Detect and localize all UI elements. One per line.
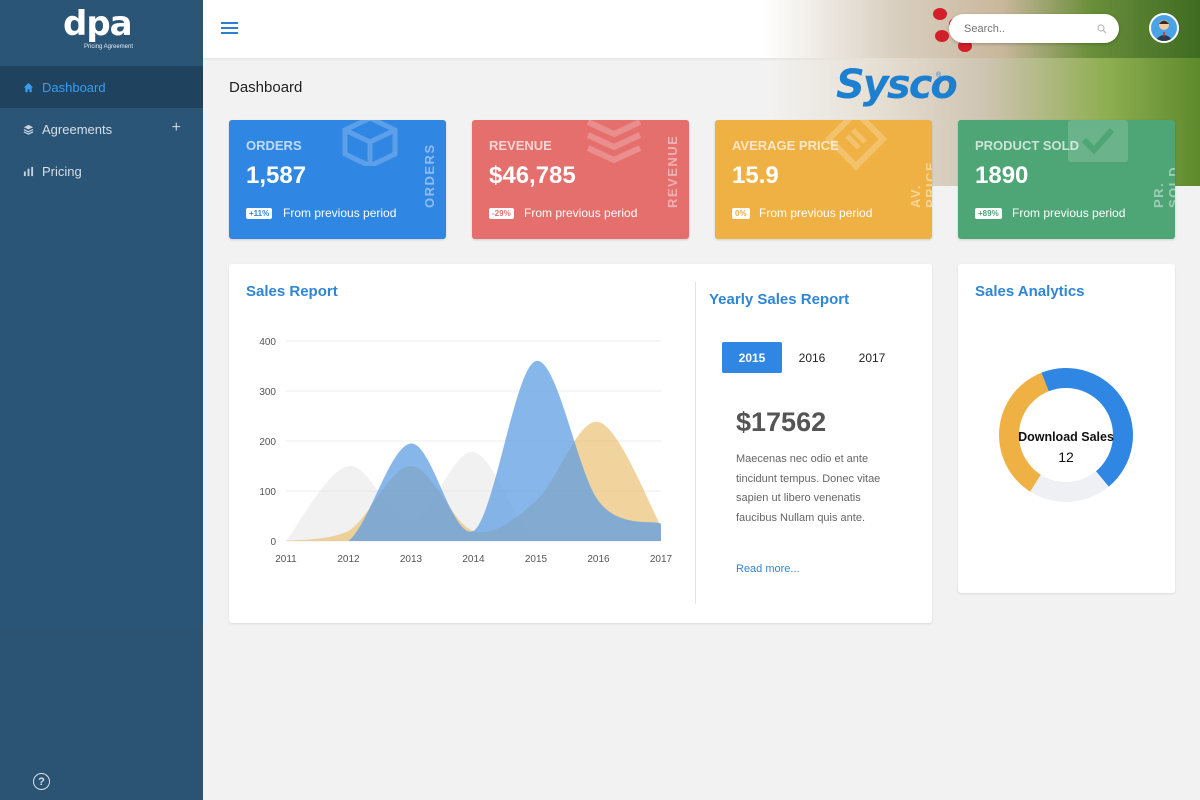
donut-segment-2[interactable]	[1030, 471, 1109, 502]
card-title: ORDERS	[246, 138, 302, 153]
y-tick-label: 400	[259, 337, 276, 348]
page-title: Dashboard	[229, 79, 303, 96]
change-badge: +11%	[246, 208, 273, 219]
product-sold-card[interactable]: PRODUCT SOLD 1890 +89% From previous per…	[958, 120, 1175, 239]
bar-chart-icon	[22, 165, 34, 177]
download-sales-donut	[999, 368, 1133, 502]
card-value: 1,587	[246, 162, 307, 189]
x-tick-label: 2016	[587, 554, 610, 565]
sidebar-nav: Dashboard Agreements + Pricing	[0, 66, 203, 192]
sales-report-title: Sales Report	[246, 283, 338, 300]
registered-mark: ®	[936, 72, 942, 79]
layers-icon	[22, 123, 34, 135]
tag-icon	[824, 120, 888, 171]
y-tick-label: 0	[270, 537, 276, 548]
x-tick-label: 2012	[337, 554, 360, 565]
area-series-3[interactable]	[286, 360, 661, 541]
card-vertical-label: REVENUE	[665, 134, 680, 208]
top-bar	[203, 0, 1200, 58]
sidebar-item-label: Dashboard	[42, 79, 106, 95]
x-tick-label: 2011	[275, 554, 297, 565]
donut-segment-3[interactable]	[999, 372, 1049, 492]
x-tick-label: 2017	[650, 554, 673, 565]
donut-segment-1[interactable]	[1041, 368, 1133, 487]
sidebar-item-label: Agreements	[42, 121, 113, 137]
sidebar-item-label: Pricing	[42, 163, 82, 179]
checkmark-icon	[1068, 120, 1128, 162]
box-icon	[342, 120, 398, 166]
revenue-card[interactable]: REVENUE $46,785 -29% From previous perio…	[472, 120, 689, 239]
logo-subtitle: Pricing Agreement	[84, 44, 134, 50]
search-box[interactable]	[949, 14, 1119, 43]
logo-text: dpa	[63, 4, 133, 44]
search-icon[interactable]	[1097, 23, 1107, 34]
card-footnote: From previous period	[524, 206, 638, 220]
change-badge: +89%	[975, 208, 1002, 219]
yearly-amount: $17562	[736, 407, 827, 437]
y-tick-label: 100	[259, 487, 276, 498]
card-vertical-label: AV. PRICE	[908, 160, 932, 208]
sales-report-panel: Sales Report 0 100 200 300 400 2011 2012 2013 20…	[229, 264, 932, 623]
card-footnote: From previous period	[759, 206, 873, 220]
card-title: AVERAGE PRICE	[732, 138, 839, 153]
menu-toggle-icon[interactable]	[221, 22, 238, 34]
y-tick-label: 300	[259, 387, 276, 398]
change-badge: -29%	[489, 208, 514, 219]
sidebar-item-dashboard[interactable]: Dashboard	[0, 66, 203, 108]
yearly-sales-title: Yearly Sales Report	[709, 291, 850, 308]
yearly-description: Maecenas nec odio et ante tincidunt temp…	[736, 453, 881, 524]
user-avatar[interactable]	[1149, 13, 1179, 43]
help-icon[interactable]: ?	[33, 773, 50, 790]
card-footnote: From previous period	[1012, 206, 1126, 220]
year-tabs: 2015 2016 2017	[722, 342, 902, 373]
donut-label: Download Sales	[1018, 430, 1114, 444]
card-value: $46,785	[489, 162, 576, 189]
sidebar-footer	[0, 628, 203, 800]
card-vertical-label: ORDERS	[422, 143, 437, 208]
card-footnote: From previous period	[283, 206, 397, 220]
sidebar-item-agreements[interactable]: Agreements +	[0, 108, 203, 150]
read-more-link[interactable]: Read more...	[736, 563, 800, 575]
layers-stack-icon	[586, 120, 642, 164]
card-value: 15.9	[732, 162, 779, 189]
x-tick-label: 2014	[462, 554, 485, 565]
change-badge: 0%	[732, 208, 750, 219]
card-value: 1890	[975, 162, 1029, 189]
sysco-logo: Sysco	[836, 62, 958, 108]
card-title: PRODUCT SOLD	[975, 138, 1079, 153]
sidebar-item-pricing[interactable]: Pricing	[0, 150, 203, 192]
orders-card[interactable]: ORDERS 1,587 +11% From previous period O…	[229, 120, 446, 239]
x-tick-label: 2013	[400, 554, 423, 565]
tab-2017[interactable]: 2017	[858, 350, 886, 365]
tab-2015[interactable]: 2015	[722, 342, 782, 373]
card-title: REVENUE	[489, 138, 552, 153]
tab-2016[interactable]: 2016	[798, 350, 826, 365]
average-price-card[interactable]: AVERAGE PRICE 15.9 0% From previous peri…	[715, 120, 932, 239]
add-agreement-icon[interactable]: +	[171, 119, 181, 136]
home-icon	[22, 81, 34, 93]
sales-analytics-panel: Sales Analytics Download Sales 12	[958, 264, 1175, 593]
card-vertical-label: PR. SOLD	[1151, 165, 1175, 208]
sales-area-chart: 0 100 200 300 400 2011 2012 2013 2014 2015 2016 201…	[259, 337, 673, 565]
app-logo[interactable]: dpa Pricing Agreement	[0, 0, 203, 66]
search-input[interactable]	[964, 22, 1097, 35]
donut-value: 12	[1058, 449, 1074, 465]
panel-divider	[695, 282, 696, 604]
x-tick-label: 2015	[525, 554, 548, 565]
sales-analytics-title: Sales Analytics	[975, 283, 1085, 300]
y-tick-label: 200	[259, 437, 276, 448]
